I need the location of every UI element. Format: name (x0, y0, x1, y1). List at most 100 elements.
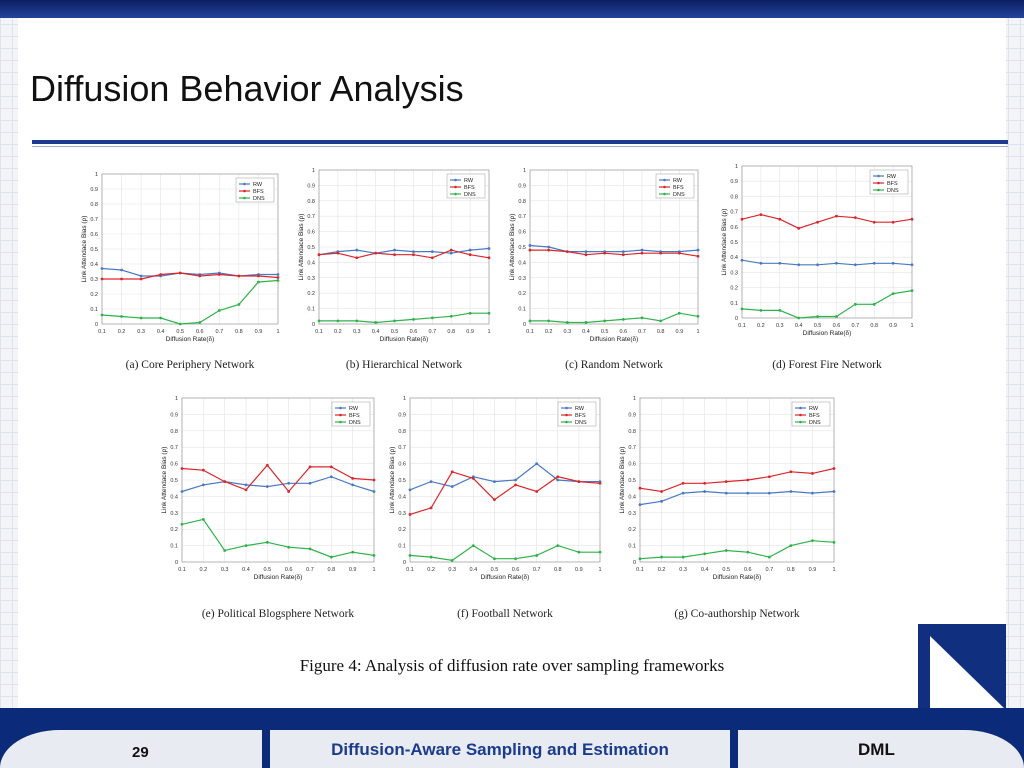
series-line-rw (741, 259, 913, 266)
legend-label: RW (673, 178, 683, 184)
y-tick-label: 1 (95, 172, 98, 178)
series-line-rw (101, 267, 278, 277)
x-tick-label: 0.2 (200, 567, 208, 573)
series-line-bfs (318, 249, 490, 259)
data-point-bfs (393, 253, 396, 257)
data-point-rw (535, 462, 539, 465)
data-point-bfs (910, 217, 914, 221)
x-tick-label: 0.2 (118, 329, 126, 335)
x-tick-label: 0.1 (636, 567, 644, 573)
data-point-bfs (351, 476, 355, 480)
data-point-dns (677, 311, 681, 315)
subfigure-caption: (d) Forest Fire Network (772, 359, 882, 371)
legend-label: RW (887, 174, 897, 180)
x-tick-label: 0.3 (221, 567, 229, 573)
y-tick-label: 0.4 (170, 494, 178, 500)
legend-marker (799, 420, 802, 424)
x-tick-label: 0.7 (533, 567, 541, 573)
series-line-dns (319, 312, 489, 324)
data-point-bfs (891, 220, 895, 224)
data-point-rw (287, 481, 291, 485)
data-point-bfs (724, 480, 728, 484)
series-line-rw (639, 490, 835, 506)
y-axis-label: Link Attendace Bias (ρ) (298, 214, 305, 281)
data-point-dns (372, 554, 376, 557)
footer-right-panel (738, 730, 1024, 768)
legend-label: BFS (673, 185, 684, 191)
data-point-dns (493, 557, 496, 561)
data-point-dns (778, 309, 782, 312)
data-point-dns (603, 319, 607, 323)
x-tick-label: 0.5 (491, 567, 499, 573)
data-point-rw (872, 261, 876, 265)
data-point-dns (535, 554, 539, 557)
x-tick-label: 0.9 (255, 329, 263, 335)
y-tick-label: 0.8 (90, 202, 98, 208)
data-point-dns (872, 302, 876, 306)
y-tick-label: 0.6 (307, 230, 315, 236)
data-point-dns (217, 309, 221, 312)
y-tick-label: 0.5 (398, 478, 406, 484)
data-point-rw (816, 263, 819, 267)
data-point-dns (450, 558, 454, 562)
series-line-bfs (181, 464, 375, 493)
legend-label: RW (349, 406, 359, 412)
y-tick-label: 0.7 (730, 210, 738, 216)
legend-marker (565, 420, 568, 424)
data-point-dns (317, 319, 321, 323)
y-tick-label: 0.6 (398, 462, 406, 468)
data-point-bfs (237, 274, 241, 278)
y-axis-label: Link Attendace Bias (ρ) (509, 214, 516, 281)
legend-marker (663, 185, 666, 189)
legend-label: DNS (575, 420, 587, 426)
legend-marker (243, 196, 246, 200)
data-point-dns (120, 315, 123, 318)
y-tick-label: 0.5 (628, 478, 636, 484)
data-point-bfs (223, 480, 227, 484)
data-point-bfs (853, 216, 857, 220)
chart-4: 00.10.20.30.40.50.60.70.80.910.1 0.2 0.3 0.… (721, 164, 914, 371)
x-tick-label: 0.3 (353, 329, 361, 335)
data-point-bfs (430, 256, 434, 260)
data-point-bfs (493, 498, 496, 502)
data-point-rw (412, 250, 415, 254)
data-point-rw (832, 490, 836, 493)
series-line-bfs (741, 213, 913, 229)
data-point-bfs (584, 253, 588, 257)
data-point-rw (100, 267, 104, 270)
y-tick-label: 0.7 (518, 214, 526, 220)
x-tick-label: 0.9 (575, 567, 583, 573)
legend-label: RW (464, 178, 474, 184)
data-point-dns (681, 555, 685, 559)
data-point-dns (556, 544, 560, 547)
data-point-bfs (139, 277, 143, 281)
legend-marker (243, 182, 246, 186)
x-tick-label: 0.9 (889, 323, 897, 329)
data-point-dns (412, 317, 415, 321)
series-line-bfs (530, 249, 699, 257)
legend-label: BFS (575, 413, 586, 419)
data-point-rw (308, 481, 312, 485)
subfigure-caption: (f) Football Network (457, 608, 553, 620)
data-point-bfs (198, 274, 202, 278)
data-point-bfs (660, 490, 663, 493)
series-line-dns (409, 544, 600, 562)
data-point-rw (621, 250, 625, 254)
x-tick-label: 0.8 (787, 567, 795, 573)
legend-label: BFS (349, 413, 360, 419)
legend-marker (663, 178, 666, 182)
y-tick-label: 0.2 (90, 292, 98, 298)
data-point-bfs (178, 271, 182, 275)
data-point-bfs (449, 248, 453, 252)
data-point-dns (257, 280, 260, 284)
data-point-bfs (816, 220, 819, 224)
data-point-rw (797, 263, 801, 267)
y-tick-label: 0.1 (307, 307, 315, 313)
x-tick-label: 0.9 (466, 329, 474, 335)
data-point-dns (308, 547, 312, 551)
x-tick-label: 0.7 (766, 567, 774, 573)
legend-label: DNS (673, 192, 685, 198)
x-axis-label: Diffusion Rate(δ) (481, 574, 530, 581)
y-tick-label: 0.5 (90, 247, 98, 253)
series-line-rw (181, 476, 375, 493)
